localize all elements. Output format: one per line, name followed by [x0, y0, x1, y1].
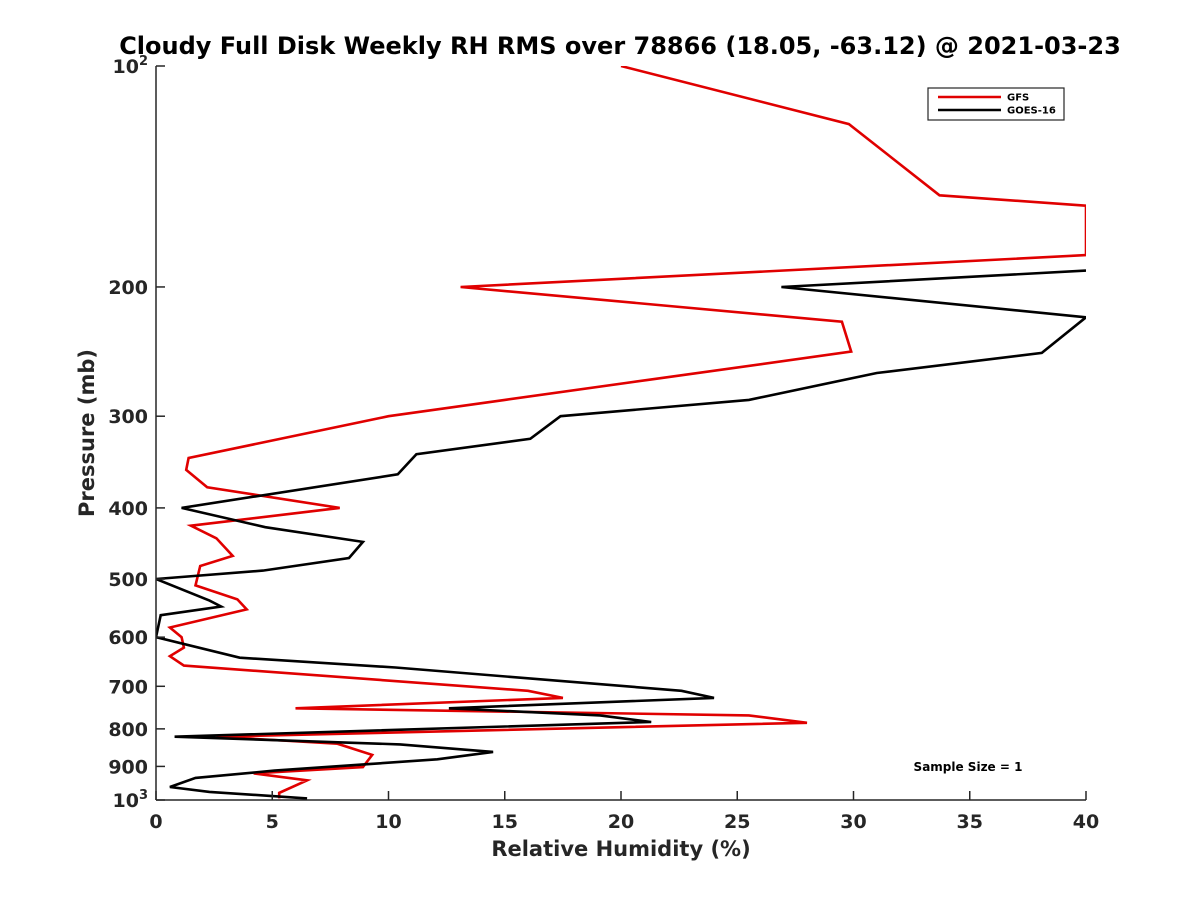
- y-tick-label: 102: [113, 54, 149, 78]
- x-tick-label: 35: [957, 811, 983, 833]
- y-ticks: 102 200 300 400 500 600 700 800 900 103: [108, 54, 165, 812]
- legend-label-goes16: GOES-16: [1007, 106, 1056, 117]
- y-axis-label: Pressure (mb): [75, 349, 99, 517]
- y-tick-label: 500: [108, 569, 148, 591]
- x-tick-label: 15: [492, 811, 518, 833]
- x-axis-label: Relative Humidity (%): [491, 837, 750, 861]
- x-tick-label: 5: [266, 811, 279, 833]
- y-tick-label: 900: [108, 756, 148, 778]
- series-layer: [156, 66, 1086, 800]
- y-tick-label: 800: [108, 719, 148, 741]
- legend-box: [927, 87, 1065, 121]
- series-line-goes16: [156, 269, 1086, 800]
- legend: GFS GOES-16: [927, 87, 1065, 121]
- chart-title: Cloudy Full Disk Weekly RH RMS over 7886…: [119, 32, 1121, 60]
- y-tick-label: 103: [113, 788, 149, 812]
- series-line-gfs: [167, 66, 1086, 799]
- y-tick-label: 600: [108, 627, 148, 649]
- y-tick-label: 200: [108, 277, 148, 299]
- x-tick-label: 40: [1073, 811, 1099, 833]
- legend-label-gfs: GFS: [1007, 93, 1029, 104]
- y-tick-label: 400: [108, 498, 148, 520]
- sample-size-annotation: Sample Size = 1: [914, 760, 1023, 774]
- y-tick-label: 700: [108, 676, 148, 698]
- x-tick-label: 0: [149, 811, 162, 833]
- x-tick-label: 25: [724, 811, 750, 833]
- x-ticks: 0 5 10 15 20 25 30 35 40: [149, 791, 1099, 833]
- x-tick-label: 10: [375, 811, 401, 833]
- x-tick-label: 20: [608, 811, 634, 833]
- axes: [155, 66, 1086, 801]
- y-tick-label: 300: [108, 406, 148, 428]
- x-tick-label: 30: [840, 811, 866, 833]
